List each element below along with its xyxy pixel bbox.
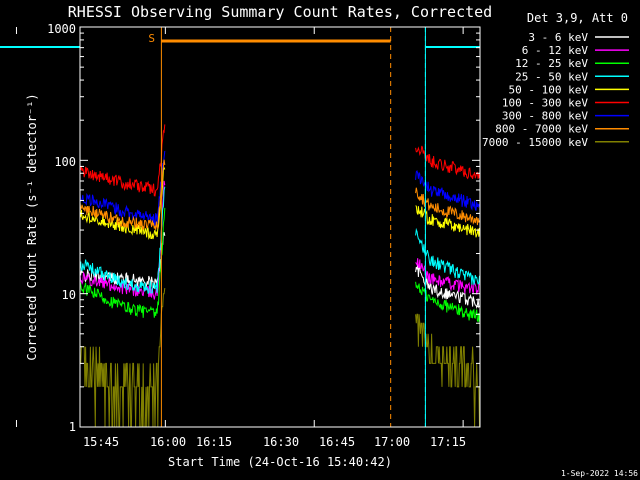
x-tick-label: 15:45 <box>83 435 119 449</box>
legend-label: 7000 - 15000 keV <box>482 136 588 149</box>
series-line <box>79 150 480 227</box>
y-tick-label: 10 <box>62 288 76 302</box>
x-axis: 15:45 16:00 16:15 16:30 16:45 17:00 17:1… <box>83 435 466 469</box>
series-line <box>79 186 480 295</box>
legend-label: 12 - 25 keV <box>515 57 588 70</box>
x-tick-label: 16:30 <box>263 435 299 449</box>
legend-title: Det 3,9, Att 0 <box>527 11 628 25</box>
chart-title: RHESSI Observing Summary Count Rates, Co… <box>68 3 492 21</box>
x-tick-label: 17:00 <box>374 435 410 449</box>
y-axis-label: Corrected Count Rate (s⁻¹ detector⁻¹) <box>25 93 39 360</box>
legend-label: 25 - 50 keV <box>515 70 588 83</box>
y-axis: 1 10 100 1000 Corrected Count Rate (s⁻¹ … <box>25 22 76 434</box>
footer-timestamp: 1-Sep-2022 14:56 <box>561 469 638 478</box>
y-tick-label: 1000 <box>47 22 76 36</box>
series-line <box>80 288 480 428</box>
x-tick-label: 17:15 <box>430 435 466 449</box>
series-line <box>79 166 480 240</box>
y-tick-label: 100 <box>54 155 76 169</box>
marker-layer: NS <box>0 27 480 427</box>
series-line <box>79 159 480 231</box>
annotation-label-s: S <box>148 32 155 45</box>
axis-ticks <box>15 26 480 428</box>
series-line <box>79 124 480 197</box>
x-axis-label: Start Time (24-Oct-16 15:40:42) <box>168 455 392 469</box>
legend-label: 50 - 100 keV <box>509 83 589 96</box>
y-tick-label: 1 <box>69 420 76 434</box>
series-line <box>79 207 480 323</box>
legend-label: 100 - 300 keV <box>502 97 588 110</box>
x-tick-label: 16:00 <box>150 435 186 449</box>
plot-frame <box>79 26 481 428</box>
x-tick-label: 16:15 <box>196 435 232 449</box>
x-tick-label: 16:45 <box>319 435 355 449</box>
legend-label: 800 - 7000 keV <box>495 123 588 136</box>
series-layer <box>79 124 480 428</box>
legend-label: 6 - 12 keV <box>522 44 589 57</box>
legend-label: 3 - 6 keV <box>528 31 588 44</box>
legend-label: 300 - 800 keV <box>502 110 588 123</box>
